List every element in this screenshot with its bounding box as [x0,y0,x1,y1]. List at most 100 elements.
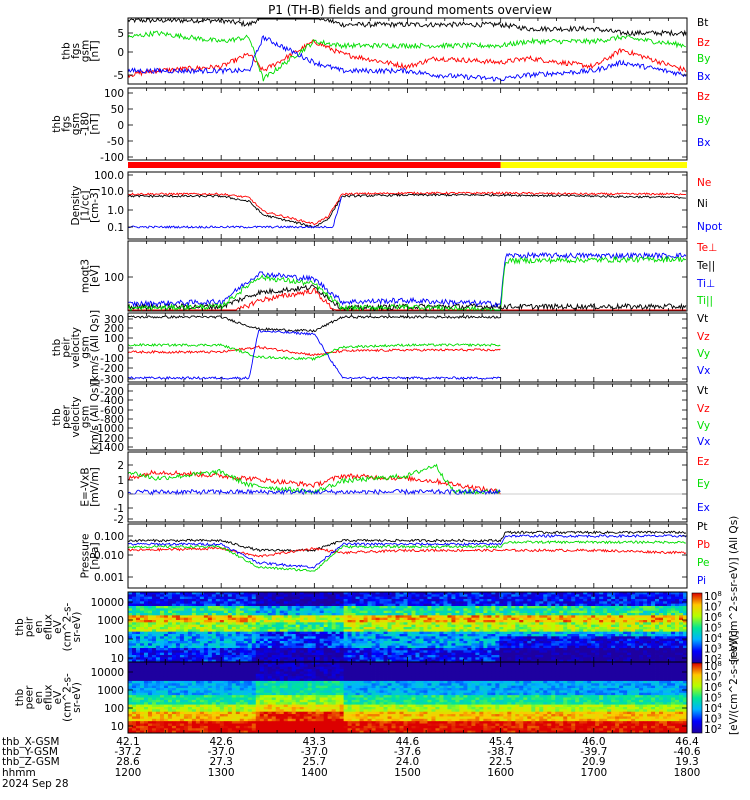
spectrogram-cell [427,592,432,595]
spectrogram-cell [623,613,628,616]
spectrogram-cell [191,629,197,633]
spectrogram-cell [235,638,241,642]
spectrogram-cell [443,634,448,637]
spectrogram-cell [311,608,317,612]
spectrogram-cell [219,636,225,640]
spectrogram-cell [395,634,400,637]
legend-Bz: Bz [697,91,710,103]
spectrogram-cell [563,603,568,607]
spectrogram-cell [519,645,524,649]
spectrogram-cell [615,631,620,635]
spectrogram-cell [255,655,261,658]
spectrogram-cell [631,613,636,616]
spectrogram-cell [679,648,684,651]
spectrogram-cell [475,594,480,598]
spectrogram-cell [147,636,153,640]
spectrogram-cell [283,641,289,644]
spectrogram-cell [503,599,508,602]
spectrogram-cell [571,652,576,656]
spectrogram-cell [639,634,644,637]
spectrogram-cell [283,659,289,663]
spectrogram-cell [327,645,333,649]
spectrogram-cell [275,617,281,621]
spectrogram-cell [531,601,536,605]
spectrogram-cell [331,601,337,605]
spectrogram-cell [583,657,588,661]
spectrogram-cell [575,613,580,616]
spectrogram-cell [391,657,396,661]
spectrogram-cell [495,655,500,658]
spectrogram-cell [419,592,424,595]
spectrogram-cell [128,657,133,661]
spectrogram-cell [579,631,584,635]
spectrogram-cell [547,657,552,661]
spectrogram-cell [139,631,145,635]
spectrogram-cell [275,596,281,600]
spectrogram-cell [551,627,556,630]
spectrogram-cell [351,624,356,628]
spectrogram-cell [539,601,544,605]
series-fgs-Bz [127,39,687,79]
spectrogram-cell [603,641,608,644]
spectrogram-cell [559,603,564,607]
spectrogram-cell [659,636,664,640]
spectrogram-cell [567,659,572,663]
spectrogram-cell [479,638,484,642]
spectrogram-cell [583,606,588,609]
spectrogram-cell [515,631,520,635]
spectrogram-cell [151,622,157,626]
legend-Vy: Vy [697,420,710,432]
spectrogram-cell [363,599,368,602]
spectrogram-cell [443,657,448,661]
spectrogram-cell [267,620,273,623]
spectrogram-cell [323,603,329,607]
spectrogram-cell [527,655,532,658]
spectrogram-cell [447,645,452,649]
spectrogram-cell [215,638,221,642]
spectrogram-cell [135,643,141,647]
spectrogram-cell [435,613,440,616]
spectrogram-cell [379,610,384,614]
spectrogram-cell [447,599,452,602]
spectrogram-cell [147,648,153,651]
spectrogram-cell [311,627,317,630]
spectrogram-cell [427,617,432,621]
spectrogram-cell [339,659,345,663]
spectrogram-cell [319,603,325,607]
spectrogram-cell [131,620,137,623]
spectrogram-cell [183,638,189,642]
spectrogram-cell [667,617,672,621]
spectrogram-cell [139,645,145,649]
spectrogram-cell [579,659,584,663]
spectrogram-cell [591,638,596,642]
spectrogram-cell [147,596,153,600]
spectrogram-cell [651,636,656,640]
spectrogram-cell [439,624,444,628]
spectrogram-cell [175,638,181,642]
spectrogram-cell [275,601,281,605]
spectrogram-cell [179,596,185,600]
spectrogram-cell [171,617,177,621]
spectrogram-cell [187,662,193,665]
spectrogram-cell [675,599,680,602]
spectrogram-cell [639,627,644,630]
spectrogram-cell [567,631,572,635]
spectrogram-cell [399,610,404,614]
spectrogram-cell [635,592,640,595]
y-tick-label: -2 [114,514,124,526]
spectrogram-cell [431,638,436,642]
spectrogram-cell [683,613,688,616]
spectrogram-cell [615,617,620,621]
spectrogram-cell [187,652,193,656]
spectrogram-cell [643,620,648,623]
spectrogram-cell [455,627,460,630]
spectrogram-cell [403,636,408,640]
spectrogram-cell [175,648,181,651]
spectrogram-cell [143,606,149,609]
spectrogram-cell [583,622,588,626]
spectrogram-cell [139,624,145,628]
spectrogram-cell [383,622,388,626]
spectrogram-cell [655,627,660,630]
spectrogram-cell [475,613,480,616]
